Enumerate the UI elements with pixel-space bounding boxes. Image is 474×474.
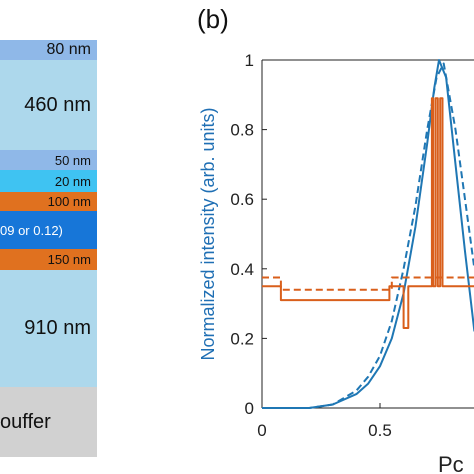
layer-6: 09 or 0.12) [0, 211, 97, 249]
y-tick-label: 0 [245, 399, 254, 418]
panel-b-label: (b) [197, 4, 229, 34]
x-axis-label: Pc [438, 452, 464, 474]
layer-5: 100 nm [0, 192, 97, 211]
layer-label: 150 nm [47, 252, 91, 267]
layer-1: 80 nm [0, 40, 97, 60]
layer-label: 460 nm [24, 93, 91, 116]
y-tick-label: 0.2 [230, 329, 254, 348]
series-orange-dashed [262, 276, 474, 291]
layer-label: 50 nm [54, 152, 91, 168]
y-tick-label: 0.4 [230, 260, 254, 279]
x-tick-label: 0.5 [368, 421, 392, 440]
layer-9: ouffer [0, 387, 97, 457]
layer-label: ouffer [0, 410, 51, 433]
y-tick-label: 0.6 [230, 190, 254, 209]
y-axis-label: Normalized intensity (arb. units) [198, 107, 218, 360]
x-tick-label: 0 [257, 421, 266, 440]
layer-label: 100 nm [47, 194, 91, 209]
layer-8: 910 nm [0, 270, 97, 387]
layer-2: 460 nm [0, 60, 97, 150]
layer-stack: 80 nm 460 nm 50 nm 20 nm 100 nm 09 or 0.12) 15… [0, 0, 100, 474]
layer-label: 20 nm [54, 173, 91, 189]
layer-3: 50 nm [0, 150, 97, 170]
y-tick-label: 0.8 [230, 121, 254, 140]
layer-4: 20 nm [0, 170, 97, 192]
y-tick-label: 1 [245, 51, 254, 70]
layer-7: 150 nm [0, 249, 97, 270]
series-blue-dashed [262, 62, 474, 409]
series-orange-solid [262, 97, 474, 329]
layer-label: 09 or 0.12) [0, 222, 63, 238]
layer-label: 910 nm [24, 317, 91, 339]
layer-label: 80 nm [46, 41, 91, 58]
